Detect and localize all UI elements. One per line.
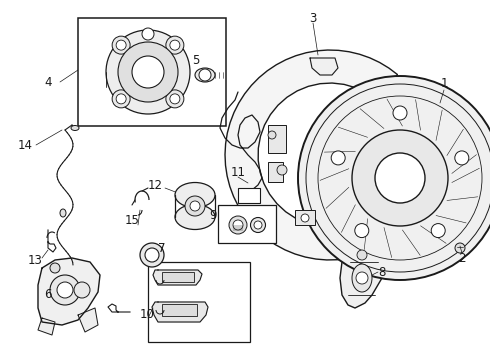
Polygon shape xyxy=(38,258,100,325)
Ellipse shape xyxy=(195,68,215,82)
Circle shape xyxy=(431,224,445,238)
Circle shape xyxy=(455,243,465,253)
Bar xyxy=(218,205,276,243)
Circle shape xyxy=(116,40,126,50)
Bar xyxy=(162,272,194,282)
Circle shape xyxy=(50,275,80,305)
Ellipse shape xyxy=(352,264,372,292)
Text: 6: 6 xyxy=(44,288,52,302)
Polygon shape xyxy=(310,58,338,75)
Ellipse shape xyxy=(254,221,262,229)
Ellipse shape xyxy=(60,209,66,217)
Bar xyxy=(148,262,250,342)
Circle shape xyxy=(355,224,369,238)
Bar xyxy=(295,210,315,225)
Text: 14: 14 xyxy=(18,139,32,152)
Circle shape xyxy=(375,153,425,203)
Ellipse shape xyxy=(71,126,79,131)
Circle shape xyxy=(74,282,90,298)
Bar xyxy=(268,125,286,153)
Circle shape xyxy=(112,90,130,108)
Circle shape xyxy=(170,40,180,50)
Circle shape xyxy=(229,216,247,234)
Text: 15: 15 xyxy=(124,213,140,226)
Circle shape xyxy=(112,36,130,54)
Ellipse shape xyxy=(140,243,164,267)
Circle shape xyxy=(166,90,184,108)
Circle shape xyxy=(331,151,345,165)
Text: 4: 4 xyxy=(44,76,52,89)
Circle shape xyxy=(185,196,205,216)
Text: 1: 1 xyxy=(440,77,448,90)
Circle shape xyxy=(298,76,490,280)
Circle shape xyxy=(106,30,190,114)
Bar xyxy=(268,162,283,182)
Text: 7: 7 xyxy=(158,242,166,255)
Circle shape xyxy=(199,69,211,81)
Circle shape xyxy=(190,201,200,211)
Circle shape xyxy=(357,250,367,260)
Circle shape xyxy=(277,165,287,175)
Circle shape xyxy=(132,56,164,88)
Circle shape xyxy=(306,84,490,272)
Text: 8: 8 xyxy=(378,266,386,279)
Bar xyxy=(238,188,260,203)
Circle shape xyxy=(170,94,180,104)
Polygon shape xyxy=(225,50,397,260)
Polygon shape xyxy=(340,250,385,308)
Text: 9: 9 xyxy=(209,208,217,221)
Circle shape xyxy=(233,220,243,230)
Polygon shape xyxy=(38,318,55,335)
Polygon shape xyxy=(152,302,208,322)
Circle shape xyxy=(393,106,407,120)
Bar xyxy=(78,18,226,126)
Circle shape xyxy=(301,214,309,222)
Circle shape xyxy=(116,94,126,104)
Bar xyxy=(162,304,197,316)
Text: 10: 10 xyxy=(140,309,154,321)
Polygon shape xyxy=(78,308,98,332)
Text: 5: 5 xyxy=(192,54,200,67)
Circle shape xyxy=(166,36,184,54)
Text: 3: 3 xyxy=(309,12,317,24)
Circle shape xyxy=(356,272,368,284)
Ellipse shape xyxy=(145,248,159,262)
Polygon shape xyxy=(153,270,202,285)
Text: 12: 12 xyxy=(147,179,163,192)
Ellipse shape xyxy=(175,183,215,207)
Circle shape xyxy=(268,131,276,139)
Text: 11: 11 xyxy=(230,166,245,179)
Circle shape xyxy=(318,96,482,260)
Text: 13: 13 xyxy=(27,253,43,266)
Circle shape xyxy=(50,263,60,273)
Circle shape xyxy=(352,130,448,226)
Circle shape xyxy=(118,42,178,102)
Circle shape xyxy=(455,151,469,165)
Circle shape xyxy=(57,282,73,298)
Text: 2: 2 xyxy=(458,252,466,265)
Circle shape xyxy=(142,28,154,40)
Ellipse shape xyxy=(250,217,266,233)
Ellipse shape xyxy=(175,204,215,230)
